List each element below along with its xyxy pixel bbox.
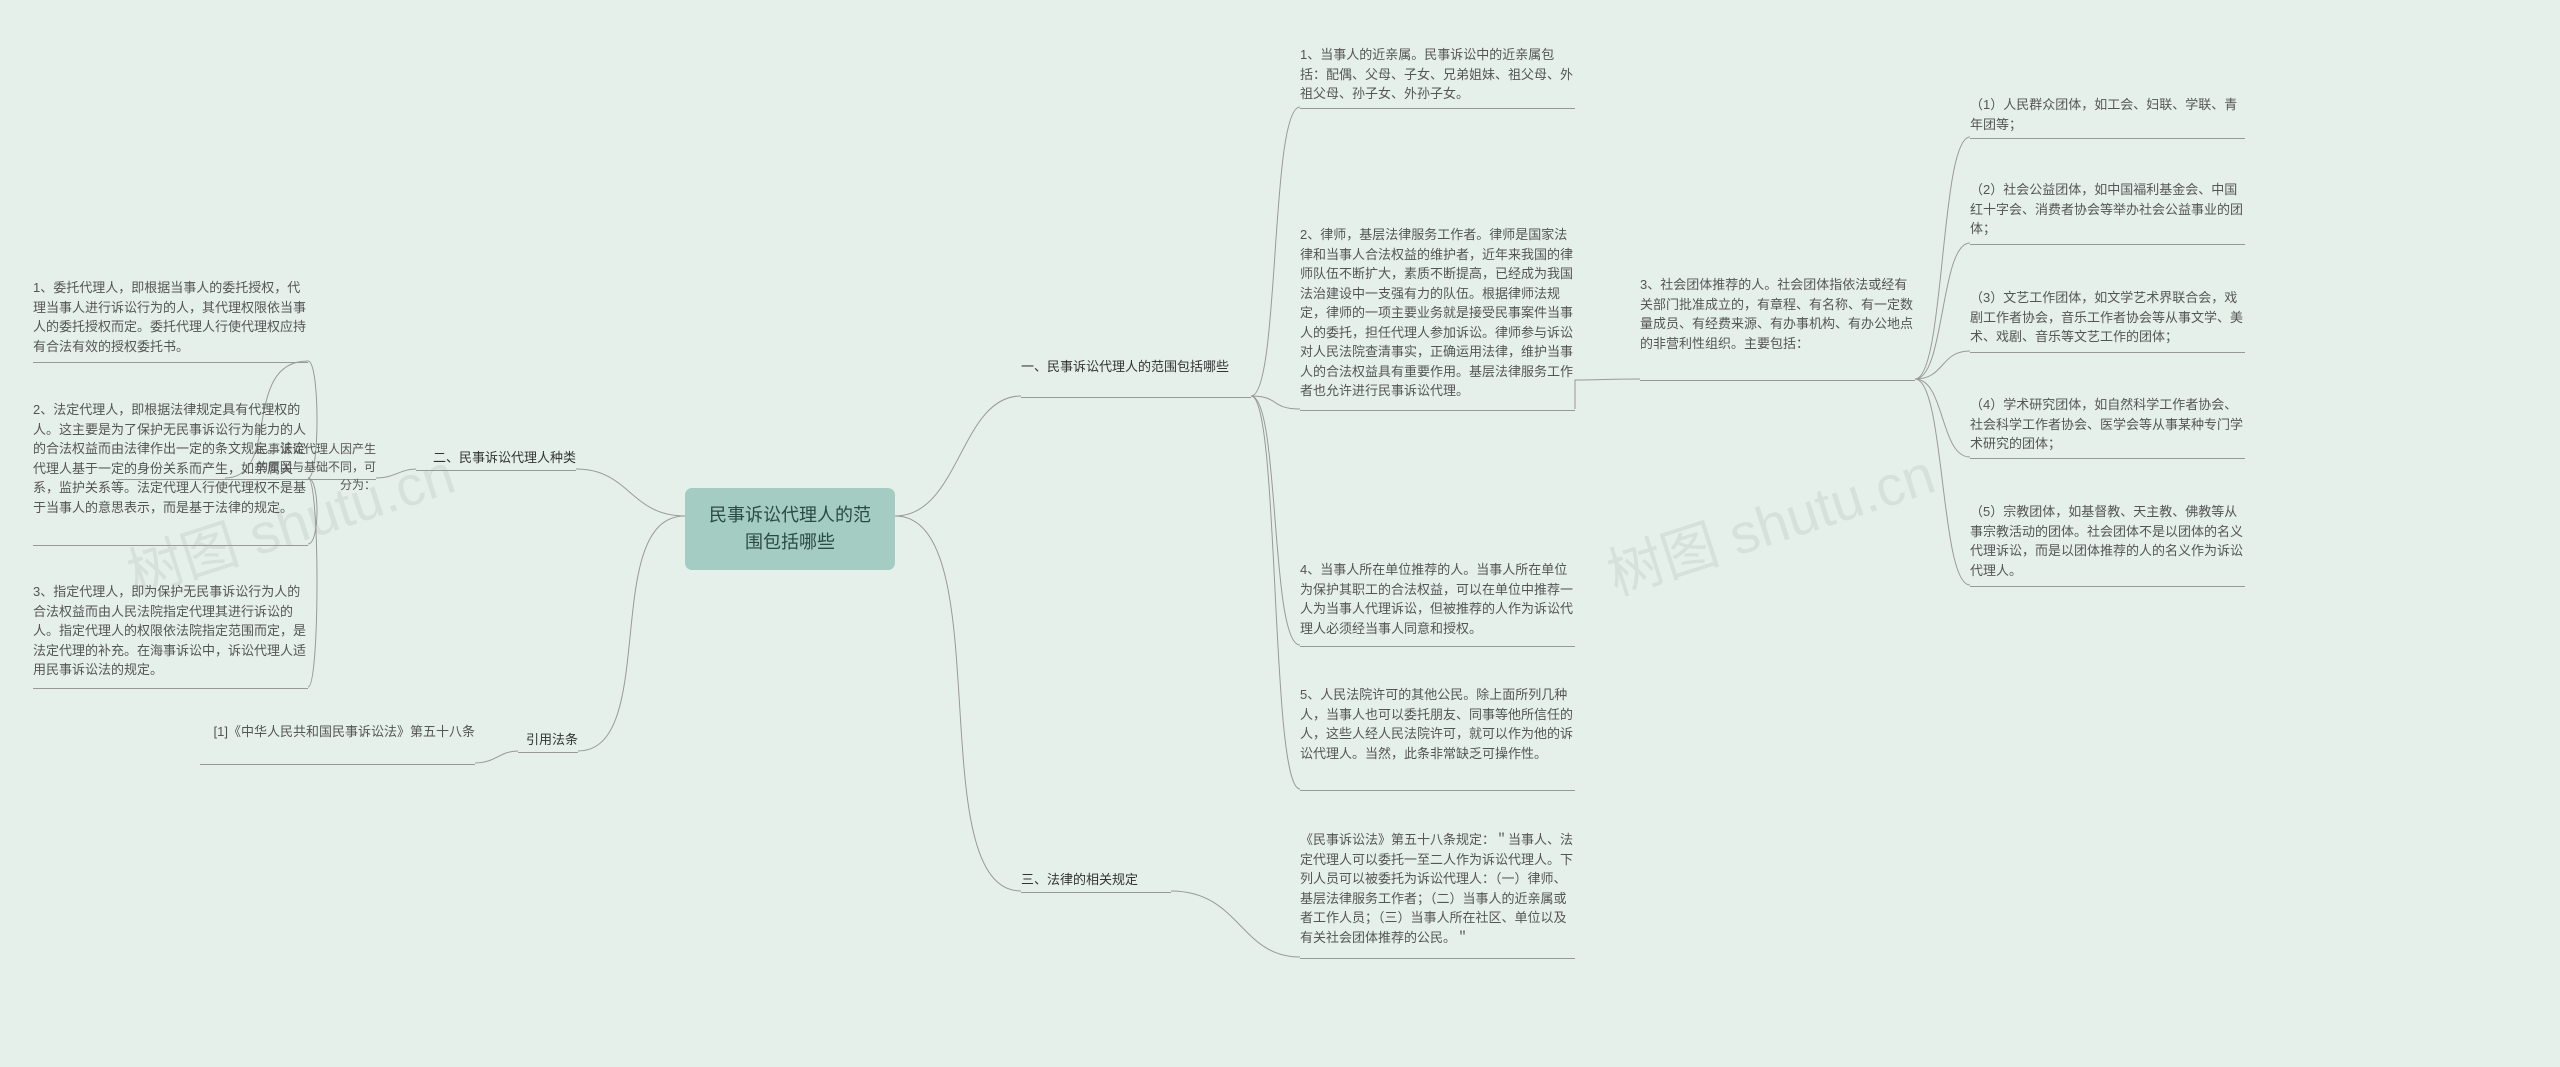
branch1-item-5: 5、人民法院许可的其他公民。除上面所列几种人，当事人也可以委托朋友、同事等他所信… — [1300, 685, 1575, 763]
branch1-item-4: 4、当事人所在单位推荐的人。当事人所在单位为保护其职工的合法权益，可以在单位中推… — [1300, 560, 1575, 638]
watermark: 树图 shutu.cn — [1596, 430, 1944, 612]
branch2-item-3: 3、指定代理人，即为保护无民事诉讼行为人的合法权益而由人民法院指定代理其进行诉讼… — [33, 582, 308, 680]
branch1-title: 一、民事诉讼代理人的范围包括哪些 — [1021, 357, 1251, 377]
branch2-title: 二、民事诉讼代理人种类 — [416, 448, 576, 468]
branch4-title: 引用法条 — [518, 730, 578, 750]
branch1-item-1: 1、当事人的近亲属。民事诉讼中的近亲属包括：配偶、父母、子女、兄弟姐妹、祖父母、… — [1300, 45, 1575, 104]
root-node: 民事诉讼代理人的范围包括哪些 — [685, 488, 895, 570]
branch1-sub3-item-2: （2）社会公益团体，如中国福利基金会、中国红十字会、消费者协会等举办社会公益事业… — [1970, 180, 2245, 239]
branch2-item-2: 2、法定代理人，即根据法律规定具有代理权的人。这主要是为了保护无民事诉讼行为能力… — [33, 400, 308, 517]
branch1-sub3-item-3: （3）文艺工作团体，如文学艺术界联合会，戏剧工作者协会，音乐工作者协会等从事文学… — [1970, 288, 2245, 347]
branch1-sub3-item-4: （4）学术研究团体，如自然科学工作者协会、社会科学工作者协会、医学会等从事某种专… — [1970, 395, 2245, 454]
branch1-item-2: 2、律师，基层法律服务工作者。律师是国家法律和当事人合法权益的维护者，近年来我国… — [1300, 225, 1575, 401]
branch3-text: 《民事诉讼法》第五十八条规定：＂当事人、法定代理人可以委托一至二人作为诉讼代理人… — [1300, 830, 1575, 947]
root-label: 民事诉讼代理人的范围包括哪些 — [709, 505, 871, 552]
branch1-sub3-item-5: （5）宗教团体，如基督教、天主教、佛教等从事宗教活动的团体。社会团体不是以团体的… — [1970, 502, 2245, 580]
branch1-sub3-item-1: （1）人民群众团体，如工会、妇联、学联、青年团等； — [1970, 95, 2245, 134]
branch1-sub3-title: 3、社会团体推荐的人。社会团体指依法或经有关部门批准成立的，有章程、有名称、有一… — [1640, 275, 1915, 353]
branch4-text: [1]《中华人民共和国民事诉讼法》第五十八条 — [200, 722, 475, 742]
branch3-title: 三、法律的相关规定 — [1021, 870, 1171, 890]
branch2-item-1: 1、委托代理人，即根据当事人的委托授权，代理当事人进行诉讼行为的人，其代理权限依… — [33, 278, 308, 356]
